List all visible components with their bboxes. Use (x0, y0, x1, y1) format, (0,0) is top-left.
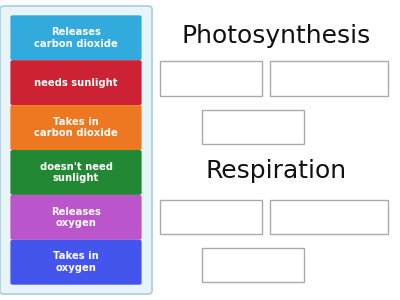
Text: Takes in
oxygen: Takes in oxygen (53, 251, 99, 273)
FancyBboxPatch shape (10, 15, 142, 60)
Text: doesn't need
sunlight: doesn't need sunlight (40, 162, 112, 183)
Bar (160, 61, 262, 96)
Bar (202, 110, 304, 144)
FancyBboxPatch shape (10, 105, 142, 150)
Bar (270, 200, 388, 234)
FancyBboxPatch shape (0, 6, 152, 294)
Text: Photosynthesis: Photosynthesis (181, 24, 371, 48)
Text: needs sunlight: needs sunlight (34, 78, 118, 88)
FancyBboxPatch shape (10, 60, 142, 105)
Text: Releases
carbon dioxide: Releases carbon dioxide (34, 27, 118, 49)
FancyBboxPatch shape (10, 240, 142, 285)
Bar (270, 61, 388, 96)
Text: Releases
oxygen: Releases oxygen (51, 206, 101, 228)
Text: Respiration: Respiration (206, 159, 346, 183)
FancyBboxPatch shape (10, 195, 142, 240)
Text: Takes in
carbon dioxide: Takes in carbon dioxide (34, 117, 118, 138)
FancyBboxPatch shape (10, 150, 142, 195)
Bar (202, 248, 304, 282)
Bar (160, 200, 262, 234)
